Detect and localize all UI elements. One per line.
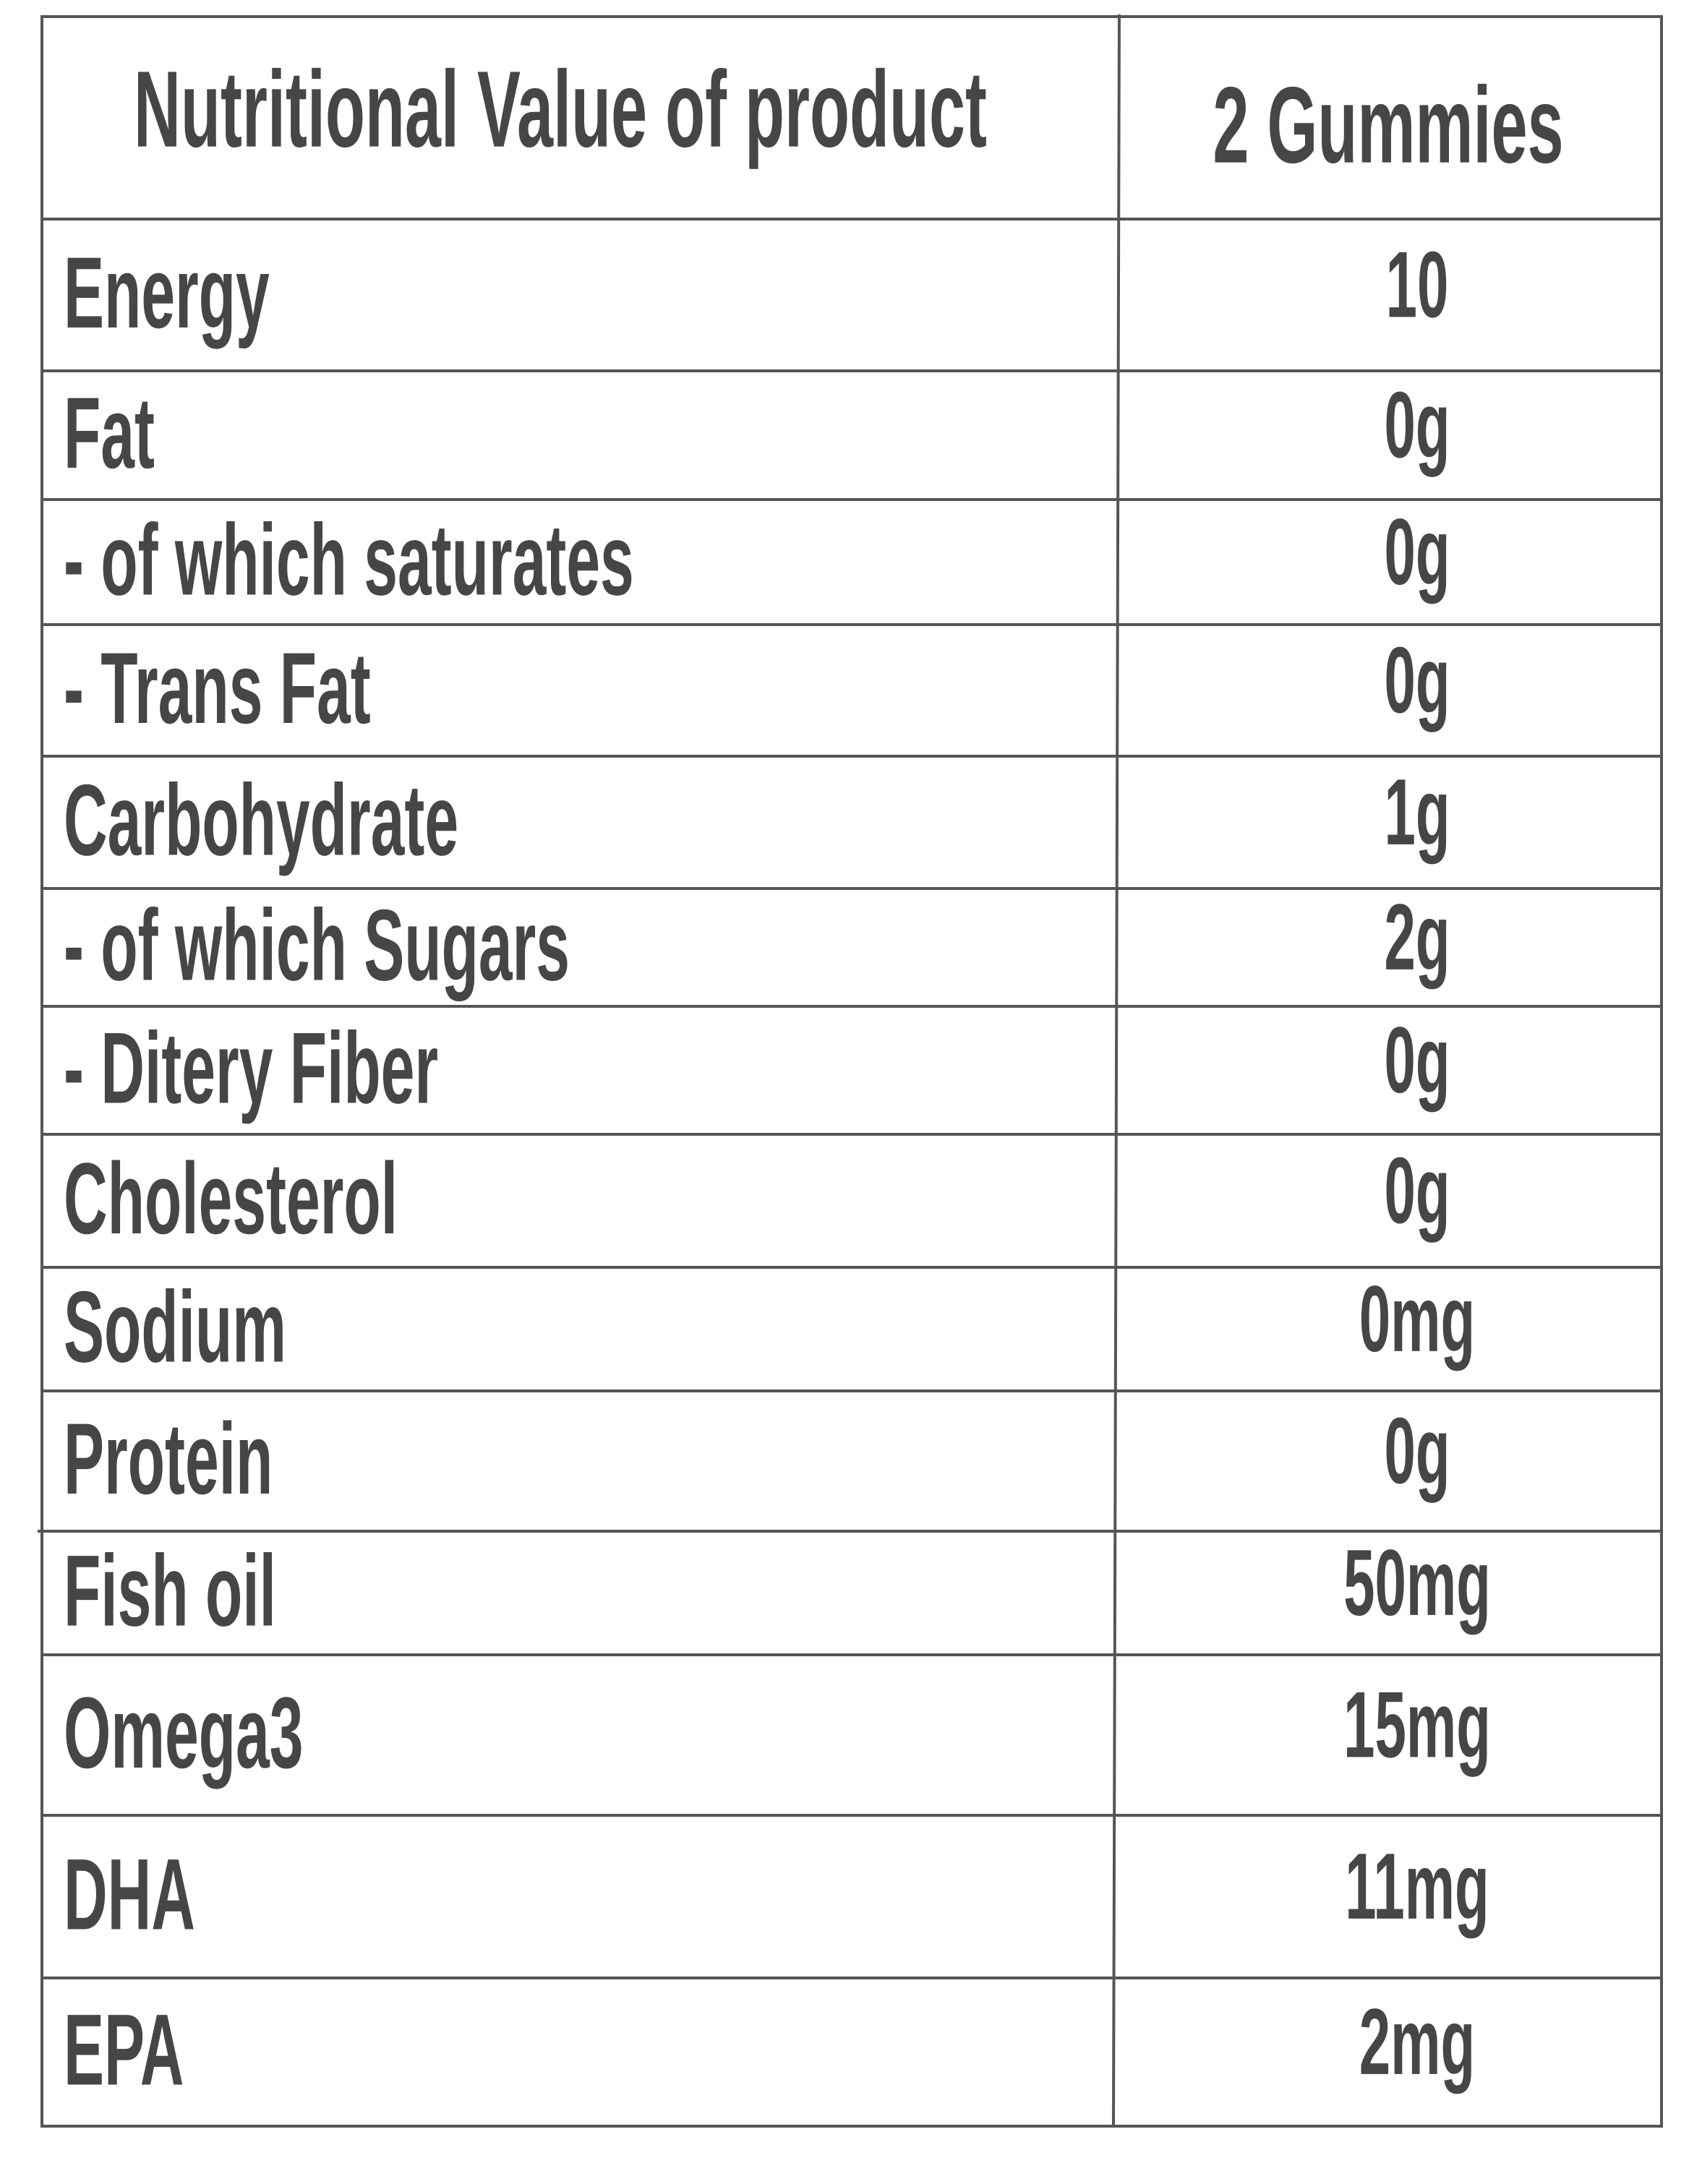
row-value: 11mg <box>1345 1833 1489 1939</box>
row-value: 1g <box>1384 759 1450 865</box>
row-label: DHA <box>64 1838 195 1950</box>
row-label: Omega3 <box>64 1676 303 1789</box>
row-label: Cholesterol <box>64 1142 398 1255</box>
row-value: 50mg <box>1343 1530 1491 1635</box>
row-label: Energy <box>64 236 270 349</box>
row-label: - of which saturates <box>64 503 634 616</box>
row-value: 0g <box>1384 628 1450 733</box>
row-value: 0g <box>1384 1007 1450 1113</box>
table-border <box>40 15 1663 2128</box>
row-label: Sodium <box>64 1270 286 1383</box>
row-value: 2mg <box>1359 1989 1475 2094</box>
row-value: 15mg <box>1343 1672 1491 1778</box>
row-label: Fat <box>64 377 155 489</box>
row-label: EPA <box>64 1993 184 2106</box>
row-value: 0g <box>1384 372 1450 478</box>
row-value: 2g <box>1384 884 1450 990</box>
row-value: 0g <box>1384 499 1450 604</box>
row-value: 10 <box>1386 232 1449 338</box>
row-value: 0g <box>1384 1138 1450 1243</box>
row-label: Fish oil <box>64 1534 276 1647</box>
row-label: Protein <box>64 1403 273 1515</box>
row-label: - of which Sugars <box>64 888 570 1001</box>
row-label: - Ditery Fiber <box>64 1011 438 1124</box>
row-label: - Trans Fat <box>64 632 371 745</box>
column-divider <box>1112 14 1121 2127</box>
header-column: 2 Gummies <box>1213 65 1563 186</box>
row-label: Carbohydrate <box>64 763 458 876</box>
row-value: 0g <box>1384 1398 1450 1504</box>
header-title: Nutritional Value of product <box>134 49 987 170</box>
row-value: 0mg <box>1359 1266 1475 1371</box>
